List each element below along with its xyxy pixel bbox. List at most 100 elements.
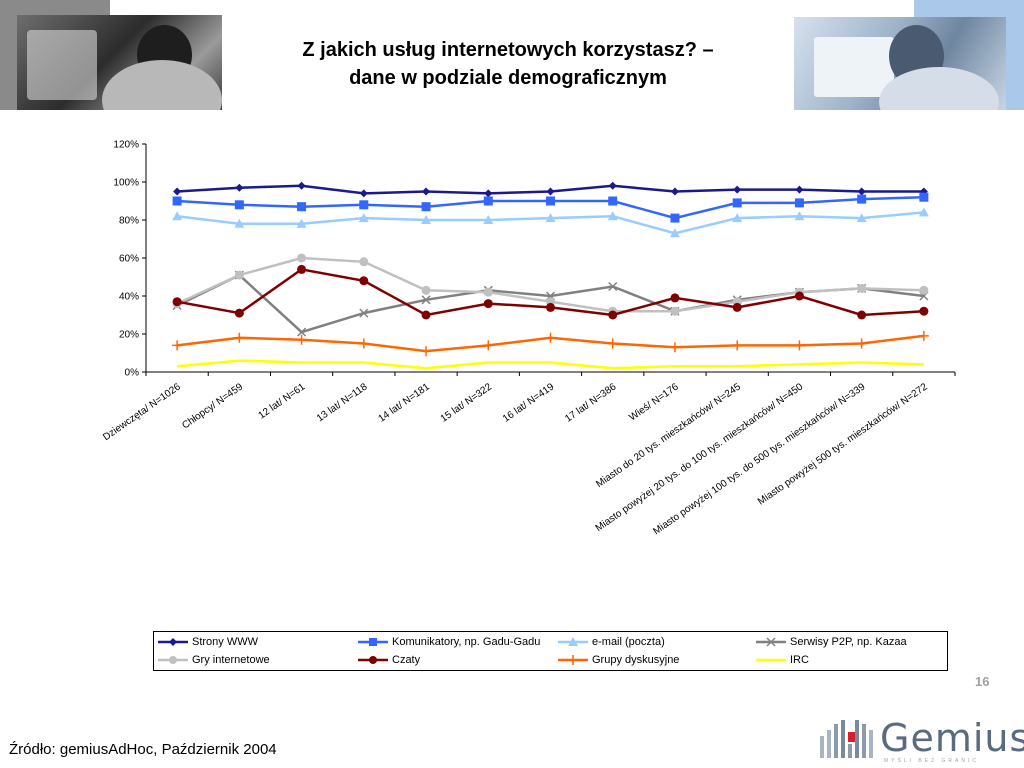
data-point-grupy-dyskusyjne (172, 340, 183, 351)
data-point-e-mail-poczta (918, 207, 929, 217)
legend-item: e-mail (poczta) (557, 634, 665, 650)
data-point-serwisy-p2p-np-kazaa (297, 327, 307, 337)
legend-item: Grupy dyskusyjne (557, 652, 679, 668)
slide-title-line2: dane w podziale demograficznym (349, 67, 667, 89)
data-point-komunikatory-np-gadu-gadu (919, 192, 929, 202)
legend-swatch (558, 637, 588, 646)
source-note: Źródło: gemiusAdHoc, Październik 2004 (9, 741, 277, 758)
data-point-e-mail-poczta (483, 215, 494, 224)
data-point-komunikatory-np-gadu-gadu (234, 200, 244, 210)
data-point-grupy-dyskusyjne (358, 338, 369, 349)
data-point-strony-www (733, 185, 742, 194)
data-point-e-mail-poczta (421, 215, 432, 224)
legend-swatch (358, 656, 388, 664)
data-point-grupy-dyskusyjne (234, 332, 245, 343)
data-point-grupy-dyskusyjne (732, 340, 743, 351)
x-tick-label: 17 lat/ N=386 (563, 381, 619, 425)
gemius-logo: Gemius MYŚLI BEZ GRANIC (818, 716, 1024, 764)
legend-label: Czaty (392, 654, 421, 666)
y-tick-label: 0% (125, 368, 140, 379)
data-point-e-mail-poczta (732, 213, 743, 223)
data-point-gry-internetowe (421, 285, 431, 295)
data-point-komunikatory-np-gadu-gadu (297, 202, 307, 212)
data-point-grupy-dyskusyjne (296, 334, 307, 345)
legend-swatch (158, 638, 188, 646)
data-point-czaty (608, 310, 618, 320)
data-point-strony-www (235, 183, 244, 192)
data-point-czaty (297, 264, 307, 274)
y-tick-label: 80% (119, 216, 139, 227)
data-point-e-mail-poczta (172, 211, 183, 221)
data-point-e-mail-poczta (358, 213, 369, 223)
legend-label: Komunikatory, np. Gadu-Gadu (392, 636, 541, 648)
data-point-strony-www (608, 181, 617, 190)
data-point-gry-internetowe (359, 257, 369, 267)
x-tick-label: Chłopcy/ N=459 (180, 381, 245, 431)
data-point-strony-www (297, 181, 306, 190)
data-point-komunikatory-np-gadu-gadu (732, 198, 742, 208)
data-point-czaty (857, 310, 867, 320)
x-tick-label: 12 lat/ N=61 (257, 381, 308, 421)
slide-title-line1: Z jakich usług internetowych korzystasz?… (302, 39, 714, 61)
data-point-gry-internetowe (297, 253, 307, 263)
data-point-komunikatory-np-gadu-gadu (421, 202, 431, 212)
photo-boy-at-computer (17, 15, 222, 110)
data-point-e-mail-poczta (607, 211, 618, 221)
data-point-komunikatory-np-gadu-gadu (483, 196, 493, 206)
x-tick-label: 13 lat/ N=118 (315, 381, 370, 424)
data-point-gry-internetowe (483, 287, 493, 297)
data-point-strony-www (484, 189, 493, 198)
y-tick-label: 20% (119, 330, 139, 341)
legend-swatch (558, 655, 588, 665)
legend-item: Gry internetowe (157, 652, 270, 668)
data-point-strony-www (857, 187, 866, 196)
y-tick-label: 120% (113, 140, 139, 151)
legend-item: Serwisy P2P, np. Kazaa (755, 634, 907, 650)
gemius-logo-bars-icon (820, 720, 873, 758)
data-point-grupy-dyskusyjne (421, 346, 432, 357)
data-point-grupy-dyskusyjne (483, 340, 494, 351)
data-point-grupy-dyskusyjne (918, 330, 929, 341)
data-point-e-mail-poczta (856, 213, 867, 223)
data-point-czaty (670, 293, 680, 303)
series-line-irc (177, 359, 924, 370)
data-point-komunikatory-np-gadu-gadu (794, 198, 804, 208)
legend-item: Komunikatory, np. Gadu-Gadu (357, 634, 540, 650)
x-tick-label: 14 lat/ N=181 (376, 381, 432, 425)
data-point-czaty (732, 302, 742, 312)
y-tick-label: 40% (119, 292, 139, 303)
data-point-strony-www (795, 185, 804, 194)
data-point-gry-internetowe (919, 285, 929, 295)
data-point-e-mail-poczta (545, 213, 556, 223)
legend-label: Gry internetowe (192, 654, 270, 666)
data-point-komunikatory-np-gadu-gadu (670, 213, 680, 223)
data-point-serwisy-p2p-np-kazaa (421, 295, 431, 305)
data-point-gry-internetowe (234, 270, 244, 280)
legend-item: IRC (755, 652, 809, 668)
data-point-e-mail-poczta (234, 218, 245, 228)
data-point-grupy-dyskusyjne (794, 340, 805, 351)
legend-swatch (158, 656, 188, 664)
x-tick-label: Wieś/ N=176 (627, 381, 681, 423)
x-tick-label: Miasto powyżej 100 tys. do 500 tys. mies… (651, 381, 867, 537)
data-point-gry-internetowe (670, 306, 680, 316)
data-point-komunikatory-np-gadu-gadu (359, 200, 369, 210)
data-point-czaty (483, 299, 493, 309)
data-point-strony-www (173, 187, 182, 196)
data-point-serwisy-p2p-np-kazaa (359, 308, 369, 318)
data-point-grupy-dyskusyjne (856, 338, 867, 349)
legend-swatch (358, 638, 388, 646)
data-point-komunikatory-np-gadu-gadu (608, 196, 618, 206)
x-tick-label: 15 lat/ N=322 (439, 381, 495, 425)
legend-label: Strony WWW (192, 636, 258, 648)
gemius-logo-text: Gemius (880, 716, 1024, 760)
data-point-grupy-dyskusyjne (669, 342, 680, 353)
data-point-gry-internetowe (857, 283, 867, 293)
data-point-czaty (546, 302, 555, 312)
legend-swatch (756, 658, 786, 662)
line-chart: 0% 20% 40% 60% 80% 100% 120% Dziewczęta/ N=1026… (101, 140, 956, 537)
legend-item: Czaty (357, 652, 420, 668)
photo-girl-at-computer (794, 17, 1006, 110)
gemius-logo-tagline: MYŚLI BEZ GRANIC (884, 758, 979, 764)
data-point-grupy-dyskusyjne (607, 338, 618, 349)
